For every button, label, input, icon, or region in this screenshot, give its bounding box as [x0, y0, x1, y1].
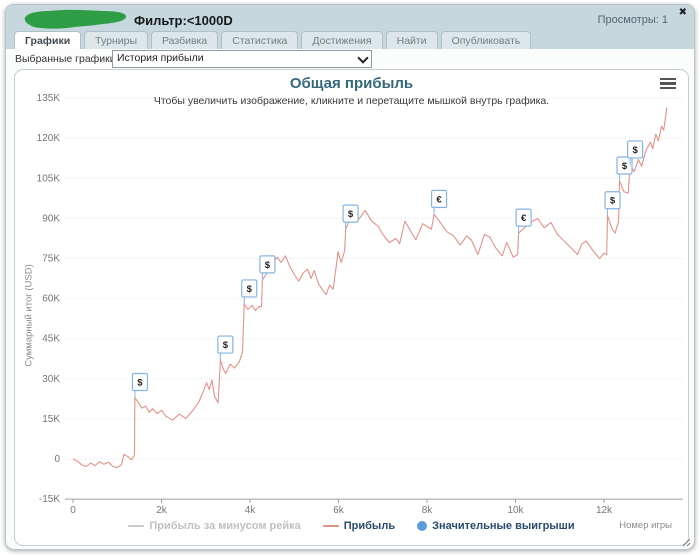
tab-achievements[interactable]: Достижения [301, 31, 383, 51]
svg-text:135K: 135K [37, 93, 61, 104]
svg-text:$: $ [632, 145, 638, 156]
x-axis-title: Номер игры [619, 520, 672, 531]
close-icon[interactable]: ✖ [678, 7, 687, 18]
chart-picker-row: Выбранные графики: История прибыли [6, 49, 694, 69]
y-axis-title: Суммарный итог (USD) [23, 264, 35, 367]
svg-text:4k: 4k [245, 505, 257, 516]
svg-text:$: $ [137, 378, 143, 389]
svg-text:$: $ [622, 161, 628, 172]
tab-find[interactable]: Найти [385, 31, 438, 51]
chart-container: -15K 0 15K 30K 45K 60K 75K 90K 105K 120K 135K 0 2k 4k… [14, 69, 689, 546]
redacted-username-scribble [24, 9, 127, 29]
sharkscope-player-panel: Фильтр:<1000D Просмотры: 1 ✖ Графики Тур… [5, 4, 695, 550]
svg-text:-15K: -15K [39, 494, 60, 505]
svg-text:120K: 120K [37, 133, 61, 144]
svg-text:75K: 75K [42, 254, 60, 265]
svg-text:8k: 8k [422, 505, 434, 516]
profit-chart-plot[interactable]: -15K 0 15K 30K 45K 60K 75K 90K 105K 120K 135K 0 2k 4k… [15, 70, 689, 546]
chevron-down-icon [357, 52, 369, 64]
svg-text:$: $ [265, 260, 271, 271]
views-count: Просмотры: 1 [597, 14, 668, 26]
legend-item-profit-minus-rake[interactable]: Прибыль за минусом рейка [128, 520, 301, 532]
svg-text:€: € [436, 194, 442, 205]
svg-text:$: $ [348, 209, 354, 220]
svg-text:90K: 90K [42, 213, 60, 224]
tab-statistics[interactable]: Статистика [221, 31, 299, 51]
tab-breakdown[interactable]: Разбивка [151, 31, 219, 51]
svg-text:45K: 45K [42, 334, 60, 345]
chart-picker-label: Выбранные графики: [15, 53, 119, 65]
chart-picker-select[interactable]: История прибыли [112, 50, 372, 68]
svg-text:60K: 60K [42, 294, 60, 305]
svg-text:15K: 15K [42, 414, 60, 425]
blue-dot-swatch [417, 521, 428, 531]
svg-text:0: 0 [54, 454, 60, 465]
gray-dash-swatch [128, 524, 145, 528]
svg-text:€: € [521, 213, 527, 224]
chart-legend: Прибыль за минусом рейка Прибыль Значите… [15, 520, 688, 532]
svg-text:$: $ [610, 196, 616, 207]
tab-bar: Графики Турниры Разбивка Статистика Дост… [14, 31, 532, 51]
resize-grip[interactable] [682, 538, 691, 547]
tab-tournaments[interactable]: Турниры [84, 31, 149, 51]
svg-text:$: $ [247, 284, 253, 295]
svg-text:2k: 2k [156, 505, 168, 516]
tab-publish[interactable]: Опубликовать [440, 31, 532, 51]
chart-subtitle: Чтобы увеличить изображение, кликните и … [153, 95, 550, 107]
svg-text:10k: 10k [507, 505, 524, 516]
svg-text:6k: 6k [333, 505, 345, 516]
svg-text:0: 0 [70, 505, 76, 516]
chart-picker-value: История прибыли [117, 52, 204, 64]
svg-text:12k: 12k [596, 505, 613, 516]
svg-text:$: $ [223, 340, 229, 351]
chart-export-menu-button[interactable] [660, 78, 676, 90]
svg-text:30K: 30K [42, 374, 60, 385]
tab-charts[interactable]: Графики [14, 31, 82, 51]
filter-label: Фильтр:<1000D [134, 13, 233, 28]
chart-title: Общая прибыль [289, 75, 414, 92]
red-dash-swatch [322, 524, 339, 528]
legend-item-significant-wins[interactable]: Значительные выигрыши [417, 520, 575, 532]
legend-item-profit[interactable]: Прибыль [322, 520, 395, 532]
svg-text:105K: 105K [37, 173, 61, 184]
